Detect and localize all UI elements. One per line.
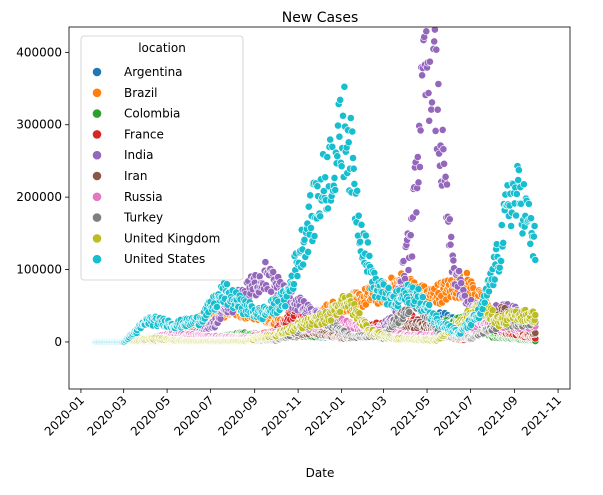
data-point	[448, 233, 455, 240]
data-point	[450, 257, 457, 264]
data-point	[416, 163, 423, 170]
data-point	[439, 126, 446, 133]
data-point	[426, 117, 433, 124]
data-point	[456, 267, 463, 274]
data-point	[435, 80, 442, 87]
data-point	[423, 28, 430, 35]
data-point	[442, 173, 449, 180]
data-point	[409, 253, 416, 260]
data-point	[419, 72, 426, 79]
data-point	[256, 273, 263, 280]
data-point	[447, 241, 454, 248]
data-point	[425, 90, 432, 97]
data-point	[443, 181, 450, 188]
data-point	[463, 269, 470, 276]
data-point	[356, 310, 363, 317]
data-point	[429, 11, 436, 18]
data-point	[406, 308, 413, 315]
chart-title: New Cases	[282, 10, 359, 26]
data-point	[415, 179, 422, 186]
data-point	[405, 266, 412, 273]
data-point	[262, 259, 269, 266]
data-point	[428, 99, 435, 106]
data-point	[327, 317, 334, 324]
data-point	[440, 146, 447, 153]
data-point	[434, 106, 441, 113]
data-point	[432, 127, 439, 134]
data-point	[446, 216, 453, 223]
data-point	[414, 153, 421, 160]
data-point	[413, 209, 420, 216]
data-point	[431, 38, 438, 45]
data-point	[426, 58, 433, 65]
data-point	[417, 127, 424, 134]
data-point	[441, 160, 448, 167]
data-point	[407, 232, 414, 239]
data-point	[458, 279, 465, 286]
data-point	[433, 46, 440, 53]
